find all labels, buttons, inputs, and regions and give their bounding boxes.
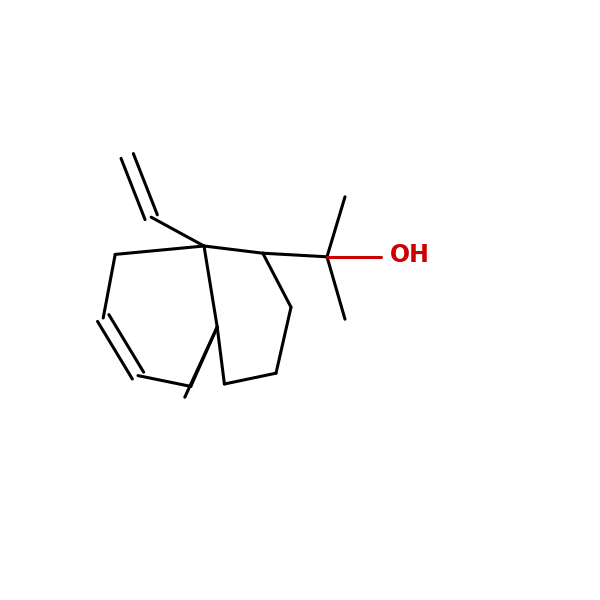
Text: OH: OH [390,243,430,267]
